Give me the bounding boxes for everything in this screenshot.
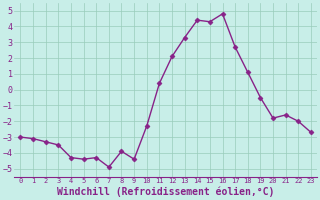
X-axis label: Windchill (Refroidissement éolien,°C): Windchill (Refroidissement éolien,°C) (57, 187, 274, 197)
